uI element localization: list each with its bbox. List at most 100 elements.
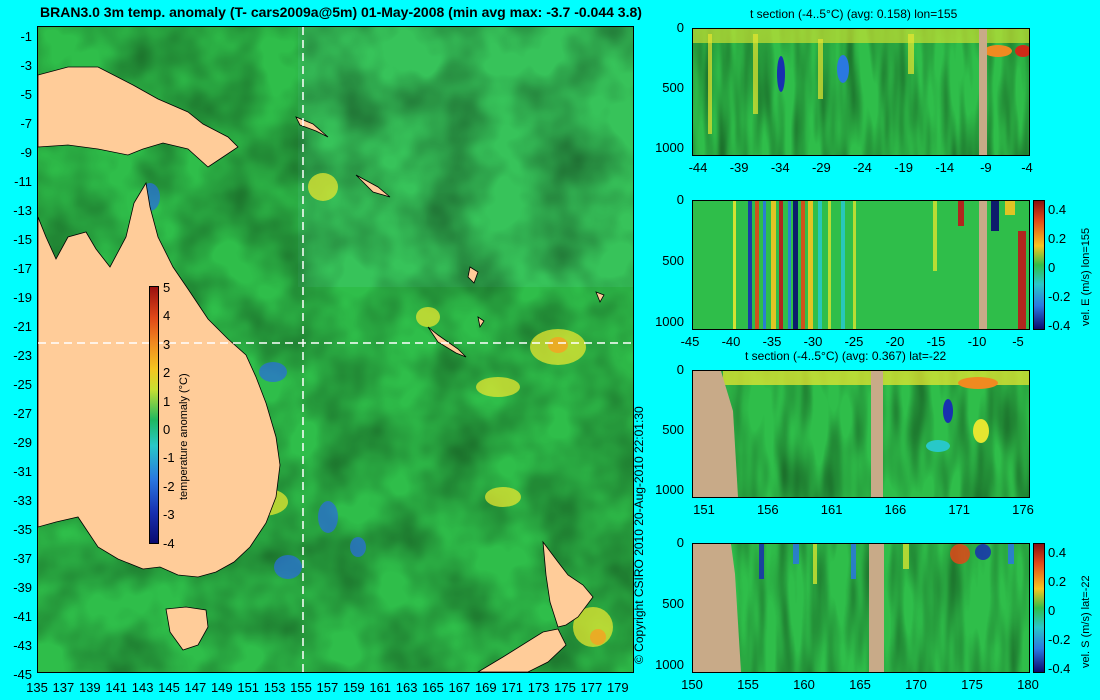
panel2-colorbar-tick: 0.2 xyxy=(1048,231,1067,247)
map-x-tick: 169 xyxy=(474,680,497,695)
panel2-x-tick: -45 xyxy=(680,334,700,349)
panel3-title: t section (-4..5°C) (avg: 0.367) lat=-22 xyxy=(745,349,947,363)
map-y-tick: -41 xyxy=(13,609,32,624)
panel2-colorbar-label: vel. E (m/s) lon=155 xyxy=(1080,227,1092,326)
panel3-y-tick: 1000 xyxy=(655,481,684,497)
panel2-colorbar xyxy=(1033,200,1045,330)
map-y-tick: -37 xyxy=(13,551,32,566)
panel4-colorbar-tick: -0.4 xyxy=(1048,661,1071,677)
panel4-y-tick: 0 xyxy=(676,535,684,550)
map-y-tick: -43 xyxy=(13,638,32,653)
panel2-colorbar-tick: 0 xyxy=(1048,260,1056,276)
panel2-x-tick: -40 xyxy=(721,334,741,349)
map-y-tick: -19 xyxy=(13,290,32,305)
panel1-x-tick: -34 xyxy=(770,160,790,175)
map-y-tick: -7 xyxy=(20,116,32,131)
panel2-colorbar-tick: -0.4 xyxy=(1048,318,1071,334)
panel2-x-tick: -20 xyxy=(885,334,905,349)
map-x-tick: 173 xyxy=(527,680,550,695)
panel4-x-tick: 155 xyxy=(737,677,759,692)
panel4-y-tick: 500 xyxy=(662,596,684,612)
panel1-y-tick: 0 xyxy=(676,20,684,35)
panel3-field xyxy=(693,371,1029,497)
panel4-x-tick: 160 xyxy=(793,677,815,692)
map-title: BRAN3.0 3m temp. anomaly (T- cars2009a@5… xyxy=(40,4,642,20)
panel1-x-tick: -39 xyxy=(729,160,749,175)
map-y-tick: -13 xyxy=(13,203,32,218)
panel3-x-tick: 161 xyxy=(820,502,843,517)
panel1-title: t section (-4..5°C) (avg: 0.158) lon=155 xyxy=(750,7,958,21)
panel4-colorbar-tick: 0.2 xyxy=(1048,574,1067,590)
panel2-x-tick: -35 xyxy=(762,334,782,349)
panel2-colorbar-tick: 0.4 xyxy=(1048,202,1067,217)
map-x-tick: 161 xyxy=(369,680,392,695)
map-x-tick: 165 xyxy=(422,680,444,695)
map-y-tick: -17 xyxy=(13,261,32,276)
map-x-tick: 145 xyxy=(158,680,180,695)
map-x-tick: 159 xyxy=(342,680,365,695)
map-y-tick: -31 xyxy=(13,464,32,479)
panel1-y-tick: 1000 xyxy=(655,139,684,155)
panel2-x-tick: -15 xyxy=(926,334,946,349)
panel3-x-tick: 156 xyxy=(756,502,779,517)
map-y-tick: -9 xyxy=(20,145,32,160)
panel2-y-tick: 1000 xyxy=(655,313,684,329)
map-y-tick: -11 xyxy=(14,174,32,189)
panel4-field xyxy=(693,544,1029,672)
map-colorbar-tick: 4 xyxy=(163,308,171,324)
map-y-tick: -35 xyxy=(13,522,32,537)
panel1-x-tick: -29 xyxy=(811,160,831,175)
panel4-colorbar-tick: 0.4 xyxy=(1048,545,1067,560)
panel4-x-tick: 165 xyxy=(849,677,871,692)
copyright-text: © Copyright CSIRO 2010 20-Aug-2010 22:01… xyxy=(632,406,646,664)
map-x-tick: 147 xyxy=(184,680,207,695)
map-y-tick: -1 xyxy=(20,29,32,44)
map-x-tick: 175 xyxy=(554,680,576,695)
panel2-y-tick: 500 xyxy=(662,253,684,269)
map-x-tick: 143 xyxy=(131,680,154,695)
panel4-plot xyxy=(692,543,1030,673)
map-x-tick: 171 xyxy=(501,680,524,695)
panel3-x-tick: 151 xyxy=(693,502,715,517)
map-field xyxy=(38,27,633,672)
map-y-tick: -15 xyxy=(13,232,32,247)
panel3-x-tick: 176 xyxy=(1012,502,1034,517)
panel3-y-tick: 0 xyxy=(676,362,684,377)
map-plot xyxy=(37,26,634,673)
map-x-tick: 153 xyxy=(263,680,286,695)
map-colorbar-tick: 1 xyxy=(163,393,171,409)
map-colorbar-tick: -4 xyxy=(163,535,175,551)
map-y-tick: -27 xyxy=(13,406,32,421)
panel4-colorbar-tick: 0 xyxy=(1048,603,1056,619)
panel1-x-tick: -19 xyxy=(894,160,914,175)
panel2-plot xyxy=(692,200,1030,330)
map-x-tick: 155 xyxy=(290,680,312,695)
map-y-tick: -23 xyxy=(13,348,32,363)
panel2-x-tick: -30 xyxy=(803,334,823,349)
panel1-x-tick: -14 xyxy=(935,160,955,175)
panel1-x-tick: -9 xyxy=(980,160,992,175)
map-x-tick: 167 xyxy=(448,680,471,695)
map-x-tick: 177 xyxy=(580,680,603,695)
map-y-tick: -29 xyxy=(13,435,32,450)
panel4-colorbar-tick: -0.2 xyxy=(1048,632,1071,648)
panel1-x-tick: -44 xyxy=(688,160,708,175)
panel2-x-tick: -25 xyxy=(844,334,864,349)
map-colorbar-tick: 5 xyxy=(163,280,171,295)
panel3-plot xyxy=(692,370,1030,498)
panel4-x-tick: 170 xyxy=(905,677,927,692)
panel1-y-tick: 500 xyxy=(662,80,684,96)
panel2-y-tick: 0 xyxy=(676,192,684,207)
panel4-colorbar xyxy=(1033,543,1045,673)
panel2-x-tick: -10 xyxy=(967,334,987,349)
panel1-x-tick: -24 xyxy=(853,160,872,175)
map-colorbar xyxy=(149,286,159,544)
map-colorbar-tick: -2 xyxy=(163,478,175,494)
map-colorbar-tick: -3 xyxy=(163,507,175,523)
map-y-tick: -5 xyxy=(20,87,32,102)
panel4-y-tick: 1000 xyxy=(655,656,684,672)
panel1-plot xyxy=(692,28,1030,156)
panel2-colorbar-tick: -0.2 xyxy=(1048,289,1071,305)
panel1-field xyxy=(693,29,1029,155)
map-x-tick: 151 xyxy=(237,680,260,695)
